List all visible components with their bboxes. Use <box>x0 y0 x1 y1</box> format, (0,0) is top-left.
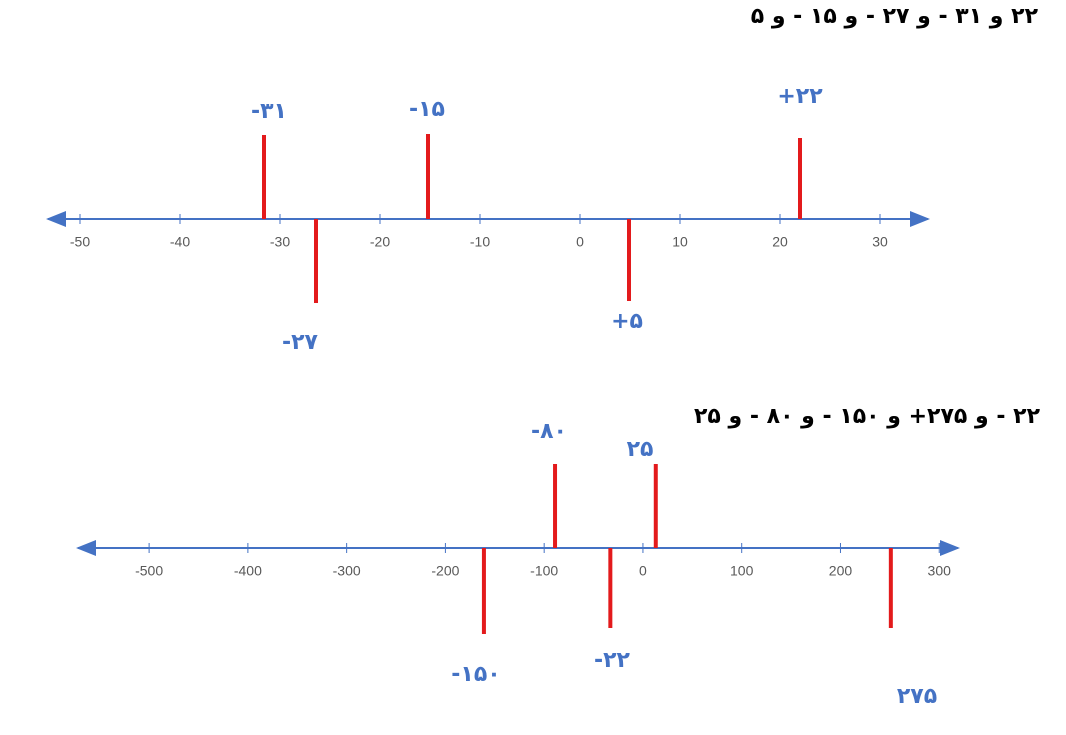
tick-label: -300 <box>333 563 361 579</box>
title: ۲۲ - و ۲۷۵+ و ۱۵۰ - و ۸۰ - و ۲۵ <box>694 404 1040 429</box>
tick-label: 20 <box>772 234 788 250</box>
marker-label: -۱۵ <box>409 97 445 122</box>
marker-label: ۲۵ <box>627 437 654 462</box>
tick-label: -500 <box>135 563 163 579</box>
marker-label: +۲۲ <box>777 84 823 109</box>
tick-label: -200 <box>431 563 459 579</box>
marker-label: -۱۵۰ <box>451 662 500 687</box>
tick-label: 100 <box>730 563 754 579</box>
tick-label: -30 <box>270 234 290 250</box>
marker-label: -۳۱ <box>251 99 287 124</box>
tick-label: -50 <box>70 234 90 250</box>
tick-label: 0 <box>576 234 584 250</box>
marker-label: -۲۷ <box>282 330 319 355</box>
tick-label: 300 <box>928 563 952 579</box>
marker-label: +۵ <box>611 309 643 334</box>
marker-label: -۸۰ <box>531 419 567 444</box>
tick-label: 200 <box>829 563 853 579</box>
tick-label: -10 <box>470 234 490 250</box>
title: ۲۲ و ۳۱ - و ۲۷ - و ۱۵ - و ۵ <box>750 4 1038 29</box>
marker-label: -۲۲ <box>594 648 631 673</box>
tick-label: 30 <box>872 234 888 250</box>
tick-label: 0 <box>639 563 647 579</box>
tick-label: -40 <box>170 234 190 250</box>
tick-label: -100 <box>530 563 558 579</box>
tick-label: -400 <box>234 563 262 579</box>
marker-label: ۲۷۵ <box>897 684 937 709</box>
tick-label: -20 <box>370 234 390 250</box>
tick-label: 10 <box>672 234 688 250</box>
